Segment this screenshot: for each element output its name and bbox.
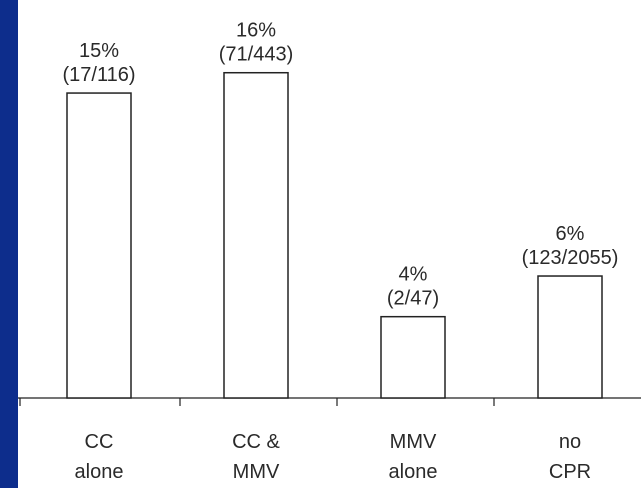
data-label-count: (123/2055) [522,247,619,269]
bar [66,92,132,399]
data-label-count: (17/116) [62,64,135,86]
category-label: MMV [233,461,280,483]
bar [223,71,289,399]
data-label-percent: 15% [79,40,119,62]
data-label-percent: 16% [236,20,276,42]
data-label-percent: 6% [556,223,585,245]
data-label-count: (2/47) [387,288,439,310]
category-labels-group: CC alone CC & MMV MMV alone no CPR [75,431,592,483]
category-label: alone [389,461,438,483]
category-label: no [559,431,581,453]
bar [380,315,446,399]
value-labels-group: 15%(17/116) 16%(71/443) 4%(2/47) 6%(123/205… [62,20,618,310]
category-label: CC & [232,431,280,453]
category-label: CPR [549,461,591,483]
data-label-count: (71/443) [219,44,294,66]
category-label: alone [75,461,124,483]
category-label: MMV [390,431,437,453]
data-label-percent: 4% [399,264,428,286]
category-label: CC [85,431,114,453]
bar [537,275,603,399]
x-axis-ticks [19,398,495,406]
bars-group [66,71,603,399]
